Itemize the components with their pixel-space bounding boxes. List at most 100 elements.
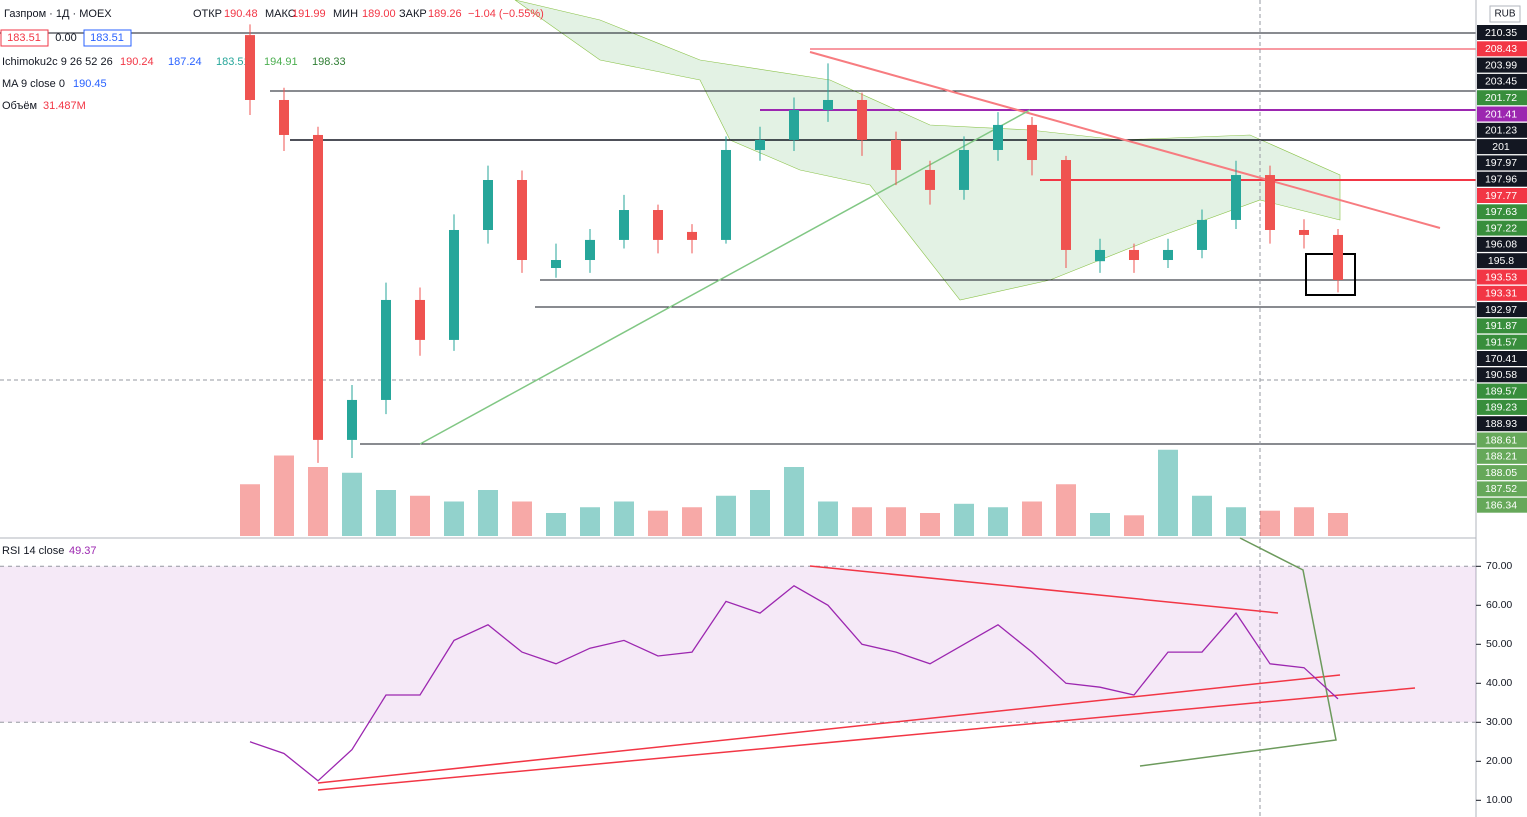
label: ЗАКР — [399, 8, 427, 20]
bid[interactable]: 183.51 — [7, 32, 41, 44]
y-tick-label: 50.00 — [1486, 638, 1512, 650]
candle-body — [653, 210, 663, 240]
candle-body — [1197, 219, 1207, 250]
candle-body — [381, 299, 391, 400]
price-label: 197.77 — [1485, 190, 1517, 202]
volume-bar — [648, 510, 668, 536]
price-label-bg — [1477, 416, 1527, 432]
candle-body — [449, 229, 459, 340]
highlight-box — [1305, 253, 1356, 296]
y-tick-label: 20.00 — [1486, 755, 1512, 767]
volume-bar — [1260, 510, 1280, 536]
price-label: 196.08 — [1485, 239, 1517, 251]
volume-bar — [1158, 449, 1178, 536]
price-label: 190.58 — [1485, 369, 1517, 381]
volume-bar — [376, 490, 396, 536]
candle-body — [1129, 249, 1139, 261]
value: 190.24 — [120, 56, 154, 68]
volume-bar — [342, 472, 362, 536]
price-label: 203.45 — [1485, 76, 1517, 88]
price-label: 197.97 — [1485, 157, 1517, 169]
price-label-bg — [1477, 302, 1527, 318]
ask-box[interactable] — [83, 29, 132, 47]
volume-bar — [1022, 501, 1042, 536]
price-label-bg — [1477, 106, 1527, 122]
y-tick-label: 40.00 — [1486, 677, 1512, 689]
indicator: MA 9 close 0 — [2, 78, 65, 90]
price-label-bg — [1477, 334, 1527, 350]
price-label: 192.97 — [1485, 304, 1517, 316]
value: 187.24 — [168, 56, 202, 68]
price-label: 186.34 — [1485, 499, 1517, 511]
indicator: Объём — [2, 100, 37, 112]
price-label: 197.96 — [1485, 173, 1517, 185]
candle-body — [721, 149, 731, 240]
price-label: 195.8 — [1488, 255, 1514, 267]
value: 189.26 — [428, 8, 462, 20]
volume-bar — [682, 507, 702, 536]
price-label-bg — [1477, 432, 1527, 448]
volume-bar — [1056, 484, 1076, 536]
candle-body — [925, 169, 935, 190]
price-label-bg — [1477, 220, 1527, 236]
currency[interactable]: RUB — [1494, 9, 1515, 20]
label: ОТКР — [193, 8, 222, 20]
price-label-bg — [1477, 90, 1527, 106]
price-label-bg — [1477, 139, 1527, 155]
volume-bar — [546, 513, 566, 536]
candle-body — [245, 35, 255, 100]
candle-body — [1231, 175, 1241, 220]
volume-bar — [240, 484, 260, 536]
price-label: 188.05 — [1485, 467, 1517, 479]
trend-line — [317, 687, 1416, 791]
candle-body — [347, 399, 357, 440]
candle-body — [1027, 124, 1037, 161]
y-tick-label: 60.00 — [1486, 599, 1512, 611]
candle-body — [415, 299, 425, 340]
volume-bar — [750, 490, 770, 536]
ask[interactable]: 183.51 — [90, 32, 124, 44]
currency-button[interactable] — [1489, 5, 1521, 23]
price-label-bg — [1477, 269, 1527, 285]
price-label-bg — [1477, 171, 1527, 187]
candle-body — [755, 139, 765, 150]
candle-body — [619, 210, 629, 240]
value: 191.99 — [292, 8, 326, 20]
bid-box[interactable] — [0, 29, 49, 47]
price-label-bg — [1477, 481, 1527, 497]
price-label: 197.63 — [1485, 206, 1517, 218]
volume-bar — [308, 467, 328, 536]
candle-body — [1333, 234, 1343, 280]
price-label: 189.23 — [1485, 402, 1517, 414]
price-label: 188.21 — [1485, 451, 1517, 463]
candle-body — [789, 110, 799, 140]
volume-bar — [1090, 513, 1110, 536]
volume-bar — [784, 467, 804, 536]
price-label: 201.72 — [1485, 92, 1517, 104]
value: −1.04 (−0.55%) — [468, 8, 544, 20]
volume-bar — [1124, 515, 1144, 536]
price-label: 189.57 — [1485, 385, 1517, 397]
price-label: 201 — [1492, 141, 1510, 153]
rsi-line — [249, 585, 1339, 782]
price-label: 193.53 — [1485, 271, 1517, 283]
value: 190.48 — [224, 8, 258, 20]
value: 198.33 — [312, 56, 346, 68]
y-tick-label: 70.00 — [1486, 560, 1512, 572]
candle-body — [551, 260, 561, 268]
label: МАКС — [265, 8, 296, 20]
price-label: 201.41 — [1485, 108, 1517, 120]
candle-body — [279, 99, 289, 135]
indicator: RSI 14 close — [2, 545, 64, 557]
candle-body — [483, 179, 493, 230]
rsi-band — [0, 566, 1476, 723]
trend-line — [317, 674, 1341, 784]
candle-body — [1163, 249, 1173, 261]
price-label-bg — [1477, 383, 1527, 399]
price-label-bg — [1477, 399, 1527, 415]
volume-bar — [920, 513, 940, 536]
price-label-bg — [1477, 318, 1527, 334]
volume-bar — [886, 507, 906, 536]
volume-bar — [852, 507, 872, 536]
price-label-bg — [1477, 367, 1527, 383]
